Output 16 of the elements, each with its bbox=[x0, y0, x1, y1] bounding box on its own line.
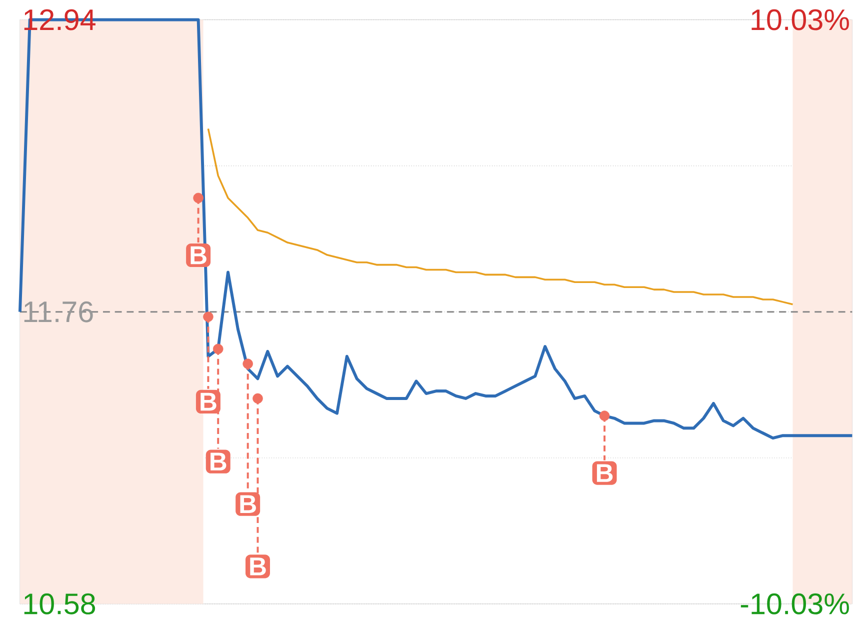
point bbox=[599, 410, 610, 421]
y2-tick-label: 10.03% bbox=[752, 9, 849, 30]
data-label: B bbox=[190, 246, 206, 264]
y-tick-label: 11.76 bbox=[24, 301, 93, 322]
data-label: B bbox=[240, 495, 256, 514]
point bbox=[193, 192, 204, 204]
y2-tick-label: -10.03% bbox=[740, 593, 849, 614]
data-label: B bbox=[210, 452, 226, 470]
data-label: B bbox=[250, 558, 266, 576]
point bbox=[203, 312, 214, 322]
point bbox=[252, 393, 263, 404]
y-tick-label: 10.58 bbox=[24, 593, 96, 614]
data-label: B bbox=[200, 392, 216, 411]
point bbox=[242, 358, 253, 370]
data-label: B bbox=[596, 464, 613, 482]
point bbox=[212, 344, 224, 354]
